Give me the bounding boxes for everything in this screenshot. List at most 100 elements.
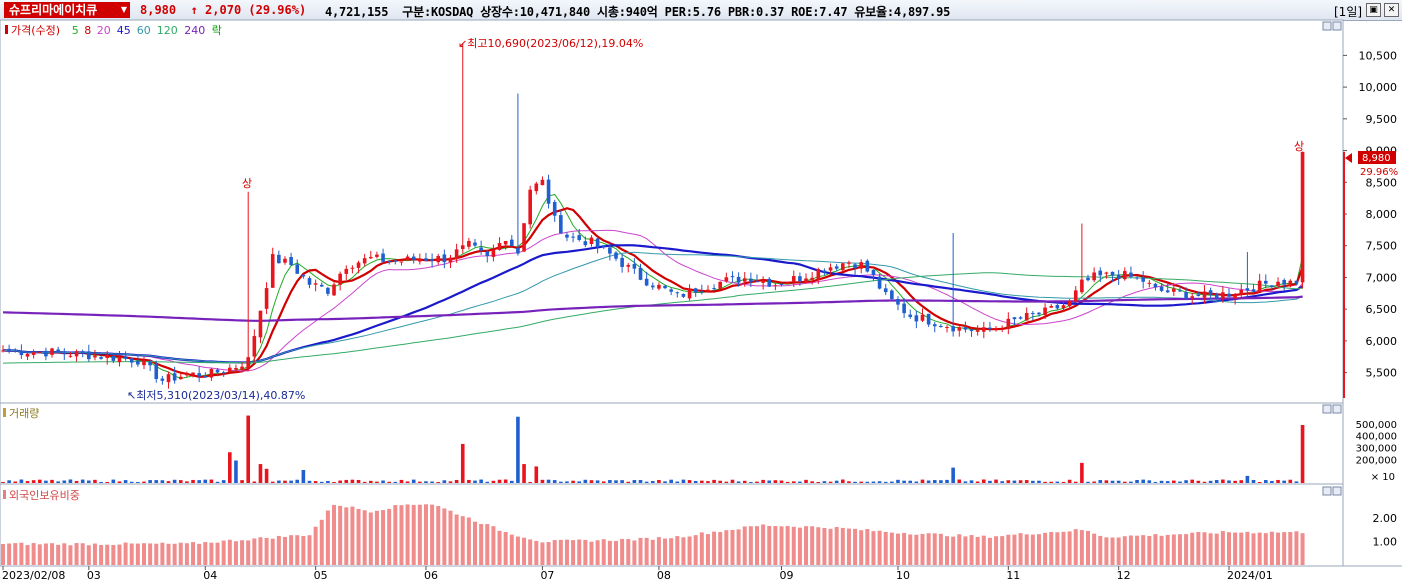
foreign-bar	[80, 543, 85, 565]
volume-bar	[859, 481, 863, 483]
volume-bar	[1190, 479, 1195, 483]
volume-bar	[663, 481, 667, 483]
foreign-bar	[987, 537, 992, 565]
volume-bar	[111, 479, 116, 483]
candle-body	[405, 256, 410, 261]
foreign-bar	[1153, 534, 1158, 565]
foreign-bar	[859, 530, 864, 565]
panel-close-icon[interactable]	[1332, 404, 1342, 414]
close-icon[interactable]: ✕	[1384, 3, 1399, 17]
volume-bar	[172, 479, 177, 483]
volume-bar	[626, 481, 631, 483]
volume-bar	[203, 479, 208, 483]
volume-bar	[332, 482, 336, 483]
price-tick-label: 7,000	[1366, 271, 1398, 284]
volume-bar	[1294, 481, 1299, 483]
foreign-bar	[282, 536, 287, 565]
foreign-bar	[969, 535, 974, 565]
price-panel-buttons[interactable]	[1322, 21, 1342, 31]
volume-bar	[724, 481, 729, 483]
volume-bar	[516, 416, 520, 483]
volume-bar	[896, 479, 900, 483]
volume-bar	[1196, 480, 1201, 483]
foreign-bar	[546, 542, 551, 565]
candle-body	[178, 376, 183, 380]
volume-value: 4,721,155	[325, 5, 389, 19]
volume-panel-buttons[interactable]	[1322, 404, 1342, 414]
candle-body	[362, 258, 367, 264]
volume-bar	[105, 481, 110, 483]
foreign-bar	[393, 505, 398, 565]
candle-body	[191, 372, 195, 375]
date-tick-label: 05	[314, 569, 328, 582]
candle-body	[25, 353, 30, 357]
candle-body	[687, 288, 692, 299]
volume-bar	[1276, 479, 1280, 483]
foreign-bar	[454, 514, 459, 565]
period-selector[interactable]: [1일]	[1334, 5, 1363, 19]
foreign-bar	[754, 526, 759, 565]
foreign-title: 외국인보유비중	[9, 489, 80, 502]
candle-body	[528, 189, 532, 225]
foreign-bar	[276, 535, 281, 565]
volume-bar	[1165, 481, 1170, 483]
chevron-down-icon[interactable]: ▼	[120, 5, 127, 14]
foreign-bar	[111, 544, 116, 565]
candle-body	[877, 276, 882, 289]
foreign-bar	[1141, 535, 1146, 565]
volume-bar	[160, 480, 165, 483]
volume-bar	[221, 480, 226, 483]
volume-bar	[926, 480, 931, 483]
pbr-value: PBR:0.37	[727, 5, 785, 19]
foreign-bar	[423, 504, 428, 565]
restore-icon[interactable]: ▣	[1366, 3, 1381, 17]
price-tick-label: 6,500	[1366, 303, 1398, 316]
foreign-bar	[92, 543, 97, 565]
volume-bar	[418, 481, 422, 483]
candle-body	[1263, 280, 1268, 284]
volume-bar	[240, 480, 244, 483]
date-tick-label: 12	[1117, 569, 1131, 582]
candle-body	[62, 353, 67, 355]
volume-bar	[1116, 480, 1121, 483]
volume-bar	[540, 479, 545, 483]
volume-bar	[620, 480, 624, 483]
foreign-bar	[1110, 537, 1115, 565]
candle-body	[559, 215, 563, 234]
foreign-bar	[209, 542, 214, 565]
foreign-bar	[215, 542, 220, 565]
panel-minimize-icon[interactable]	[1322, 21, 1332, 31]
stock-selector[interactable]: 슈프리마에이치큐 ▼	[4, 2, 130, 18]
volume-bar	[914, 481, 919, 483]
panel-minimize-icon[interactable]	[1322, 404, 1332, 414]
foreign-bar	[387, 508, 392, 565]
candle-body	[975, 330, 980, 332]
foreign-bar	[117, 544, 122, 565]
candle-body	[1092, 272, 1096, 281]
foreign-bar	[951, 536, 956, 565]
candle-body	[123, 356, 128, 359]
foreign-bar	[374, 510, 379, 565]
legend-item-7: 240	[184, 24, 205, 37]
foreign-bar	[258, 537, 263, 565]
panel-close-icon[interactable]	[1332, 21, 1342, 31]
panel-minimize-icon[interactable]	[1322, 486, 1332, 496]
candle-body	[270, 254, 275, 288]
candle-body	[804, 278, 808, 283]
candle-body	[246, 357, 250, 369]
candle-body	[375, 254, 379, 257]
market-cap-value: 시총:940억	[597, 5, 658, 19]
candle-body	[442, 254, 447, 263]
foreign-bar	[742, 526, 747, 565]
roe-value: ROE:7.47	[791, 5, 848, 19]
panel-close-icon[interactable]	[1332, 486, 1342, 496]
volume-bar	[344, 479, 349, 483]
foreign-bar	[1147, 535, 1152, 565]
foreign-panel-buttons[interactable]	[1322, 486, 1342, 496]
volume-bar	[755, 481, 759, 483]
foreign-bar	[687, 536, 692, 565]
foreign-bar	[515, 536, 520, 565]
foreign-bar	[816, 527, 821, 565]
volume-bar	[424, 481, 428, 483]
volume-bar	[7, 480, 11, 483]
